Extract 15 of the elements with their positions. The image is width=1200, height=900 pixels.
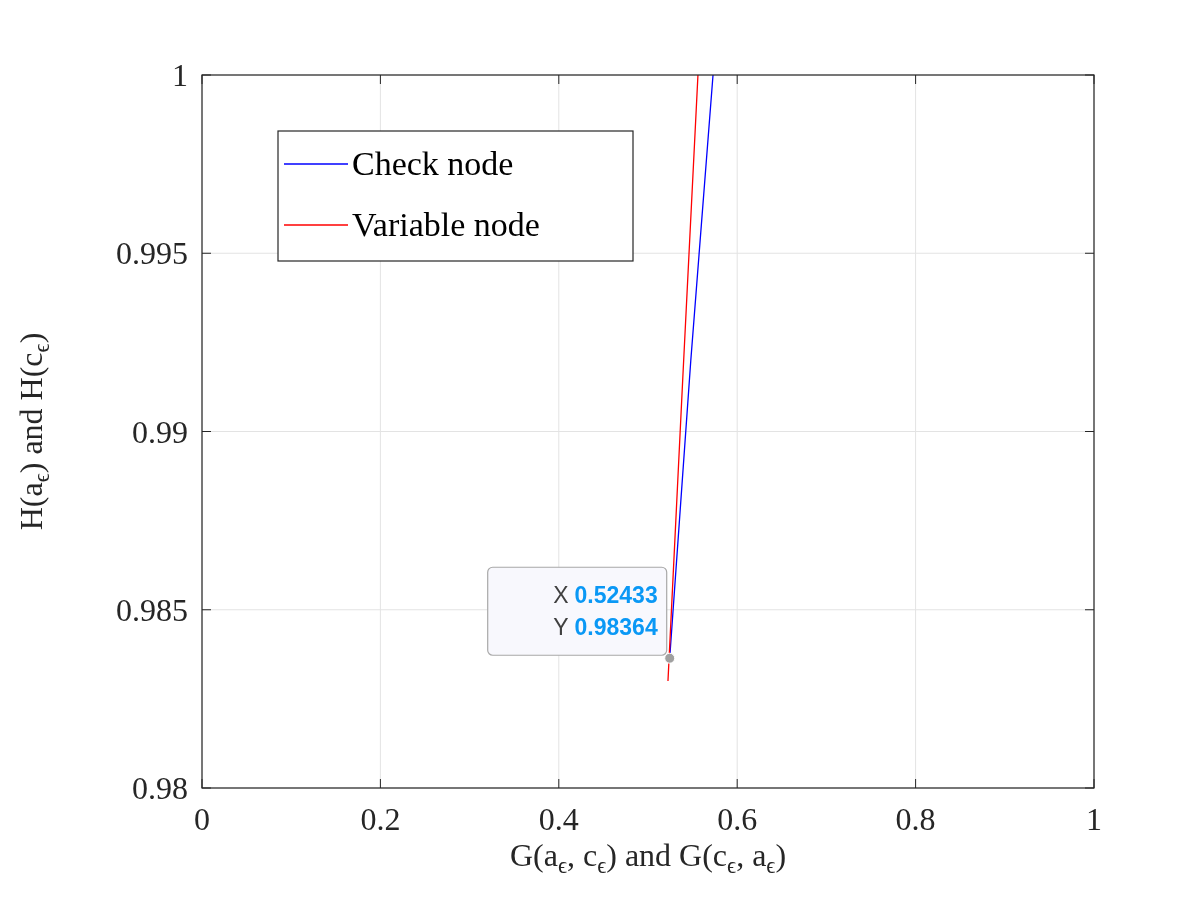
- annotation: X 0.52433 Y 0.98364: [553, 582, 658, 641]
- x-tick-label: 0.6: [717, 801, 758, 837]
- y-tick-label: 0.985: [116, 591, 188, 628]
- legend-label: Variable node: [352, 206, 540, 243]
- y-tick-label: 1: [172, 57, 188, 93]
- text: G(a$_{ϵ}$, c$_{ϵ}$) and G(c$_{ϵ}$, a$_{ϵ}$): [509, 837, 787, 878]
- x-tick-label: 0.8: [895, 801, 936, 837]
- y-tick-label: 0.995: [116, 235, 188, 272]
- x-tick-label: 1: [1086, 801, 1102, 837]
- x-tick-label: 0.2: [360, 801, 401, 837]
- legend-label: Check node: [352, 145, 514, 182]
- x-tick-label: 0: [194, 801, 210, 837]
- x-tick-label: 0.4: [538, 801, 579, 837]
- y-tick-label: 0.98: [132, 770, 188, 806]
- y-tick-label: 0.99: [132, 413, 188, 450]
